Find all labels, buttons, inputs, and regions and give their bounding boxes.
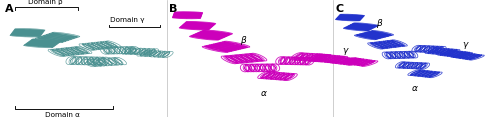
Text: γ: γ [342,46,347,55]
Text: Domain γ: Domain γ [110,17,144,23]
Text: A: A [5,4,14,13]
Text: γ: γ [462,40,468,49]
Text: Domain β: Domain β [28,0,62,5]
Text: β: β [376,19,382,28]
Text: α: α [412,84,418,93]
Text: Domain α: Domain α [45,112,80,117]
Text: β: β [240,37,246,45]
Text: B: B [168,4,177,13]
Text: C: C [335,4,343,13]
Text: α: α [261,89,267,98]
